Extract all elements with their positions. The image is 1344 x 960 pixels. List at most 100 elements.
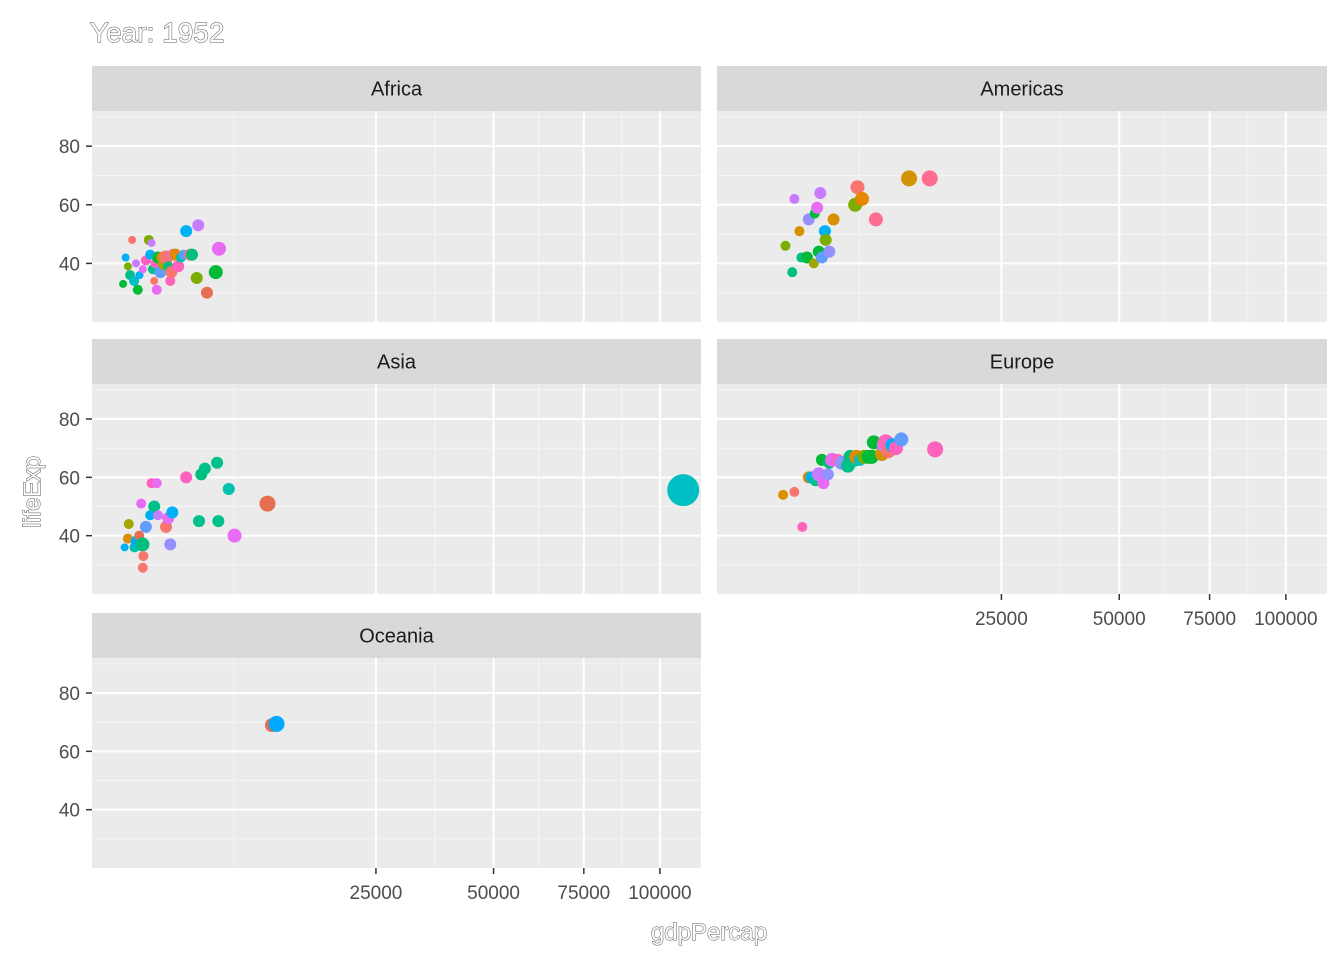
data-point (200, 286, 213, 299)
facet-strip (717, 66, 1327, 111)
facet-strip-label: Americas (980, 79, 1063, 101)
y-tick-label: 60 (59, 742, 80, 763)
data-point (131, 259, 140, 268)
data-point (814, 187, 827, 200)
y-tick-label: 60 (59, 468, 80, 489)
data-point (128, 235, 137, 244)
x-tick-label: 100000 (1254, 609, 1317, 630)
data-point (823, 245, 836, 258)
data-point (268, 715, 285, 732)
data-point (789, 193, 800, 204)
data-point (819, 233, 832, 246)
data-point (135, 537, 150, 552)
x-tick-label: 50000 (467, 883, 520, 904)
data-point (147, 238, 156, 247)
data-point (145, 510, 156, 521)
facet-panel (92, 111, 701, 322)
data-point (211, 241, 226, 256)
data-point (667, 474, 700, 507)
facet-panel (92, 658, 701, 868)
x-tick-label: 75000 (557, 883, 610, 904)
data-point (850, 180, 865, 195)
facet-panel (717, 384, 1327, 594)
facet-europe: Europe 25000 50000 75000 100000 (717, 339, 1327, 630)
data-point (166, 506, 179, 519)
data-point (164, 538, 177, 551)
data-point (180, 225, 193, 238)
data-points (780, 170, 938, 278)
data-point (180, 471, 193, 484)
facet-panel (92, 384, 701, 594)
data-point (120, 543, 129, 552)
data-point (136, 498, 147, 509)
data-point (190, 272, 203, 285)
y-tick-label: 60 (59, 196, 80, 217)
facet-panels: Africa 40 60 80 Americas Asia 40 60 80 Europe 2500… (59, 66, 1327, 904)
x-axis-title: gdpPercap (651, 919, 767, 946)
facet-strip-label: Asia (377, 352, 417, 374)
facet-oceania: Oceania 40 60 80 25000 50000 75000 100000 (59, 613, 701, 904)
data-point (137, 562, 148, 573)
data-point (901, 170, 918, 187)
data-point (138, 265, 147, 274)
data-point (185, 248, 198, 261)
data-point (222, 483, 235, 495)
data-point (797, 521, 808, 532)
data-points (778, 432, 944, 532)
data-point (151, 478, 162, 489)
data-point (123, 262, 132, 271)
data-point (778, 489, 789, 500)
data-point (894, 432, 909, 447)
facet-strip-label: Africa (371, 79, 423, 101)
data-point (827, 213, 840, 226)
data-point (208, 265, 223, 280)
data-point (818, 225, 831, 238)
data-point (139, 520, 152, 533)
facet-africa: Africa 40 60 80 (59, 66, 701, 322)
data-point (227, 528, 242, 543)
y-tick-label: 80 (59, 684, 80, 705)
data-point (198, 462, 211, 475)
y-tick-label: 40 (59, 254, 80, 275)
data-point (129, 275, 140, 286)
x-tick-label: 25000 (975, 609, 1028, 630)
data-point (787, 267, 798, 278)
data-point (780, 240, 791, 251)
data-point (123, 519, 134, 529)
data-point (138, 551, 149, 562)
chart-title: Year: 1952 (90, 17, 224, 48)
data-point (151, 284, 162, 295)
data-point (855, 191, 870, 206)
data-point (192, 515, 205, 528)
y-axis-title: lifeExp (19, 456, 46, 528)
data-point (122, 533, 133, 544)
data-point (172, 260, 185, 273)
x-tick-label: 25000 (350, 883, 403, 904)
y-tick-label: 80 (59, 137, 80, 158)
facet-strip-label: Europe (990, 352, 1055, 374)
data-point (921, 170, 938, 187)
data-point (259, 495, 276, 512)
facet-strip (92, 66, 701, 111)
data-point (789, 486, 800, 497)
data-point (808, 258, 819, 269)
data-point (150, 276, 159, 285)
data-point (121, 253, 130, 262)
data-point (927, 441, 944, 458)
data-point (811, 201, 824, 214)
data-point (192, 219, 205, 232)
facet-americas: Americas (717, 66, 1327, 322)
y-tick-label: 40 (59, 527, 80, 548)
data-point (148, 500, 161, 513)
data-point (152, 510, 163, 521)
data-point (212, 515, 225, 528)
facet-strip (92, 613, 701, 658)
data-point (821, 468, 834, 481)
data-points (264, 715, 285, 733)
x-tick-label: 50000 (1093, 609, 1146, 630)
data-point (135, 271, 144, 280)
data-point (211, 456, 224, 469)
y-tick-label: 40 (59, 801, 80, 822)
data-points (120, 456, 700, 573)
